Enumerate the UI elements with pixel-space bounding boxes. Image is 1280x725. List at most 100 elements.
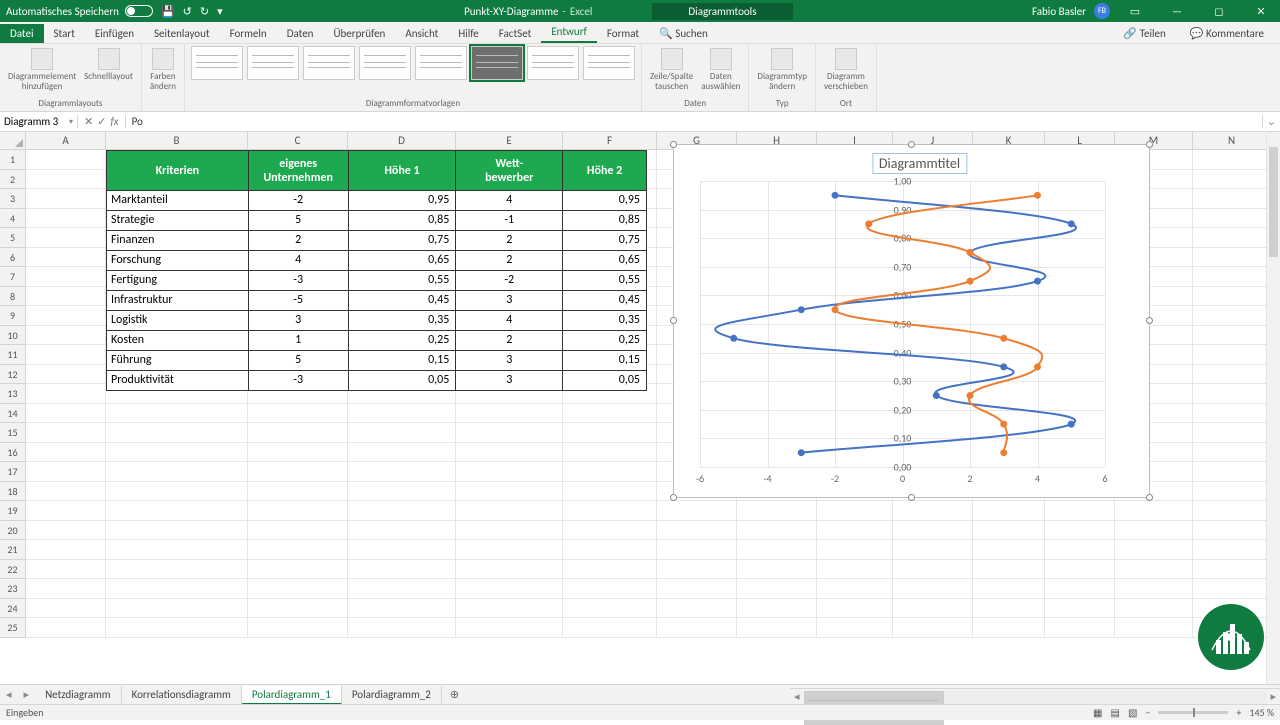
chart-style-thumb[interactable] (303, 46, 355, 80)
row-header[interactable]: 2 (0, 170, 26, 190)
sheet-nav-next-icon[interactable]: ▸ (18, 688, 36, 701)
row-header[interactable]: 10 (0, 326, 26, 346)
row-header[interactable]: 16 (0, 443, 26, 463)
ribbon-display-icon[interactable]: ▭ (1118, 0, 1152, 22)
col-header[interactable]: B (106, 132, 248, 149)
vertical-scrollbar[interactable] (1266, 133, 1280, 684)
chart-handle[interactable] (1146, 494, 1153, 501)
zoom-slider[interactable] (1158, 711, 1228, 714)
autosave-toggle-icon[interactable] (125, 5, 153, 17)
name-box[interactable]: Diagramm 3▾ (0, 115, 78, 128)
qat-more-icon[interactable]: ▾ (217, 5, 223, 18)
row-header[interactable]: 6 (0, 248, 26, 268)
chart-handle[interactable] (1146, 317, 1153, 324)
menu-tab-formeln[interactable]: Formeln (220, 24, 277, 43)
row-header[interactable]: 22 (0, 560, 26, 580)
menu-tab-überprüfen[interactable]: Überprüfen (323, 24, 395, 43)
chart-handle[interactable] (670, 141, 677, 148)
col-header[interactable]: F (563, 132, 657, 149)
row-header[interactable]: 21 (0, 540, 26, 560)
row-header[interactable]: 23 (0, 579, 26, 599)
chart-handle[interactable] (670, 317, 677, 324)
row-header[interactable]: 15 (0, 423, 26, 443)
menu-tab-daten[interactable]: Daten (277, 24, 324, 43)
col-header[interactable]: A (26, 132, 106, 149)
menu-tab-hilfe[interactable]: Hilfe (448, 24, 488, 43)
col-header[interactable]: C (248, 132, 348, 149)
row-header[interactable]: 20 (0, 521, 26, 541)
zoom-level[interactable]: 145 % (1249, 706, 1274, 719)
add-element-button[interactable]: Diagrammelementhinzufügen (6, 46, 78, 92)
zoom-in-icon[interactable]: + (1236, 706, 1241, 719)
zoom-out-icon[interactable]: − (1145, 706, 1150, 719)
search-tab[interactable]: 🔍 Suchen (649, 24, 718, 43)
comments-button[interactable]: 💬 Kommentare (1180, 24, 1274, 43)
chart-style-thumb[interactable] (191, 46, 243, 80)
col-header[interactable]: N (1193, 132, 1271, 149)
view-normal-icon[interactable]: ▦ (1093, 706, 1102, 719)
menu-tab-einfügen[interactable]: Einfügen (85, 24, 144, 43)
user-avatar[interactable]: FB (1094, 3, 1110, 19)
col-header[interactable]: D (348, 132, 456, 149)
chart-style-thumb[interactable] (527, 46, 579, 80)
menu-tab-datei[interactable]: Datei (0, 24, 44, 43)
save-icon[interactable]: 💾 (161, 5, 175, 18)
share-button[interactable]: 🔗 Teilen (1113, 24, 1175, 43)
daten-auswaehlen-button[interactable]: Datenauswählen (699, 46, 742, 92)
embedded-chart[interactable]: Diagrammtitel -6-4-202460,000,100,200,30… (673, 144, 1150, 498)
undo-icon[interactable]: ↺ (183, 5, 192, 18)
row-header[interactable]: 14 (0, 404, 26, 424)
sheet-tab[interactable]: Korrelationsdiagramm (122, 686, 242, 703)
chart-style-thumb[interactable] (471, 46, 523, 80)
sheet-tab[interactable]: Netzdiagramm (35, 686, 122, 703)
row-header[interactable]: 8 (0, 287, 26, 307)
view-pagebreak-icon[interactable]: ▧ (1128, 706, 1137, 719)
chart-handle[interactable] (908, 141, 915, 148)
row-header[interactable]: 3 (0, 189, 26, 209)
sheet-tab[interactable]: Polardiagramm_2 (342, 686, 442, 703)
formula-input[interactable]: Po (126, 115, 1262, 128)
row-header[interactable]: 1 (0, 150, 26, 170)
farben-button[interactable]: Farbenändern (148, 46, 178, 92)
user-name[interactable]: Fabio Basler (1032, 5, 1086, 18)
chart-handle[interactable] (908, 494, 915, 501)
row-header[interactable]: 18 (0, 482, 26, 502)
menu-tab-seitenlayout[interactable]: Seitenlayout (144, 24, 220, 43)
sheet-nav-prev-icon[interactable]: ◂ (0, 688, 18, 701)
data-table[interactable]: KriterieneigenesUnternehmenHöhe 1Wett-be… (106, 150, 647, 391)
row-header[interactable]: 5 (0, 228, 26, 248)
menu-tab-ansicht[interactable]: Ansicht (395, 24, 448, 43)
autosave[interactable]: Automatisches Speichern (0, 0, 159, 22)
chart-style-thumb[interactable] (247, 46, 299, 80)
diagramm-verschieben-button[interactable]: Diagrammverschieben (822, 46, 870, 92)
confirm-edit-icon[interactable]: ✓ (97, 115, 106, 128)
zeile-spalte-button[interactable]: Zeile/Spaltetauschen (648, 46, 695, 92)
menu-tab-start[interactable]: Start (44, 24, 85, 43)
chart-handle[interactable] (670, 494, 677, 501)
row-header[interactable]: 4 (0, 209, 26, 229)
chart-style-thumb[interactable] (583, 46, 635, 80)
row-header[interactable]: 9 (0, 306, 26, 326)
sheet-tab[interactable]: Polardiagramm_1 (242, 686, 342, 705)
row-header[interactable]: 12 (0, 365, 26, 385)
row-header[interactable]: 11 (0, 345, 26, 365)
row-header[interactable]: 19 (0, 501, 26, 521)
row-header[interactable]: 25 (0, 618, 26, 638)
fx-icon[interactable]: fx (110, 115, 118, 128)
chart-handle[interactable] (1146, 141, 1153, 148)
row-header[interactable]: 24 (0, 599, 26, 619)
chart-title[interactable]: Diagrammtitel (872, 153, 967, 174)
row-header[interactable]: 13 (0, 384, 26, 404)
chart-style-thumb[interactable] (359, 46, 411, 80)
menu-tab-entwurf[interactable]: Entwurf (541, 22, 597, 43)
close-icon[interactable]: ✕ (1244, 0, 1278, 22)
diagrammtyp-button[interactable]: Diagrammtypändern (755, 46, 809, 92)
maximize-icon[interactable]: ◻ (1202, 0, 1236, 22)
row-header[interactable]: 17 (0, 462, 26, 482)
minimize-icon[interactable]: — (1160, 0, 1194, 22)
horizontal-scrollbar[interactable]: ◂▸ (790, 688, 1280, 704)
col-header[interactable]: E (456, 132, 563, 149)
row-header[interactable]: 7 (0, 267, 26, 287)
worksheet-grid[interactable]: ABCDEFGHIJKLMN 1234567891011121314151617… (0, 132, 1280, 692)
formula-expand-icon[interactable]: ⌄ (1262, 115, 1280, 128)
